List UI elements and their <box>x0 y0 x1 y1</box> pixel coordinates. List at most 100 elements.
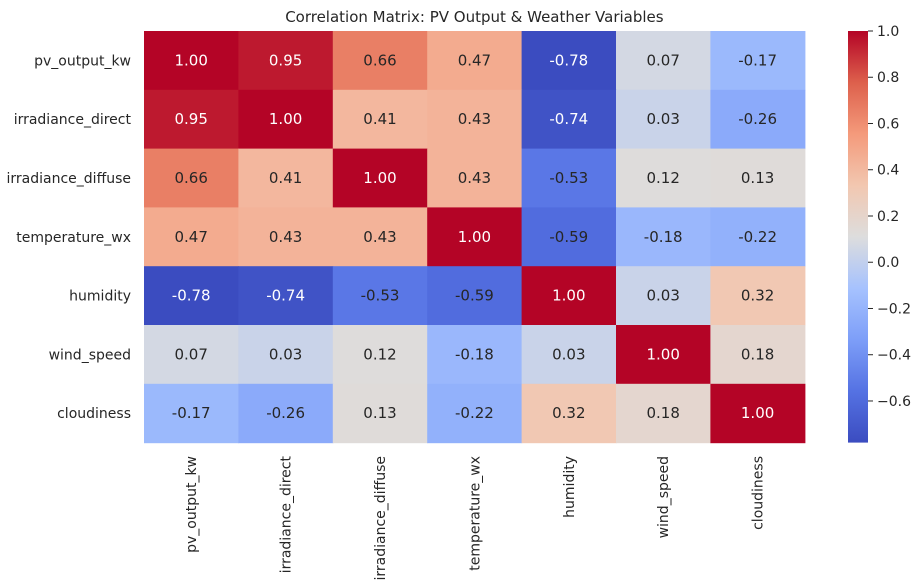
cell-value-label: 0.12 <box>363 345 396 363</box>
row-label: irradiance_direct <box>14 112 132 128</box>
heatmap-cell <box>427 207 523 267</box>
heatmap-cell <box>427 325 523 385</box>
cell-value-label: -0.26 <box>738 110 777 128</box>
cell-value-label: 0.95 <box>269 51 302 69</box>
colorbar-tick-label: 0.4 <box>877 163 899 179</box>
colorbar-tick-label: −0.2 <box>877 301 911 317</box>
heatmap-cell <box>144 266 239 326</box>
cell-value-label: -0.18 <box>644 228 683 246</box>
cell-value-label: 1.00 <box>363 169 396 187</box>
heatmap-cell <box>710 89 806 150</box>
cell-value-label: 0.07 <box>174 345 207 363</box>
heatmap-cell <box>710 207 806 267</box>
cell-value-label: -0.17 <box>738 51 777 69</box>
heatmap-cell <box>238 31 334 91</box>
cell-value-label: 0.47 <box>174 228 207 246</box>
column-labels: pv_output_kw irradiance_direct irradiance_… <box>184 456 766 581</box>
heatmap-cell <box>616 31 711 91</box>
heatmap-cell <box>710 31 806 91</box>
row-label: cloudiness <box>57 406 131 422</box>
heatmap-cell <box>332 266 428 326</box>
heatmap-cell <box>616 89 711 150</box>
heatmap-cell <box>332 89 428 150</box>
heatmap-cell <box>144 325 239 385</box>
cell-value-label: 1.00 <box>458 228 491 246</box>
heatmap-cell <box>144 148 239 208</box>
row-label: humidity <box>69 289 131 305</box>
cell-value-label: 0.03 <box>269 345 302 363</box>
heatmap-cell <box>616 207 711 267</box>
cell-value-label: 0.12 <box>646 169 679 187</box>
row-label: wind_speed <box>49 347 131 363</box>
cell-value-label: 0.13 <box>363 404 396 422</box>
colorbar <box>848 31 868 443</box>
cell-value-label: 0.43 <box>458 169 491 187</box>
cell-value-label: 1.00 <box>174 51 207 69</box>
cell-value-label: 0.07 <box>646 51 679 69</box>
heatmap-cell <box>521 207 617 267</box>
cell-value-label: 0.43 <box>363 228 396 246</box>
heatmap-cell <box>238 383 334 444</box>
column-label: cloudiness <box>751 456 767 530</box>
heatmap-cell <box>144 383 239 444</box>
cell-value-label: -0.53 <box>549 169 588 187</box>
cell-value-label: -0.74 <box>549 110 588 128</box>
column-label: irradiance_direct <box>279 456 295 574</box>
cell-value-label: 0.41 <box>363 110 396 128</box>
cell-value-label: 0.03 <box>646 287 679 305</box>
colorbar-tick-label: −0.6 <box>877 394 911 410</box>
cell-value-label: 0.43 <box>458 110 491 128</box>
cell-value-label: 1.00 <box>552 287 585 305</box>
heatmap-cell <box>332 148 428 208</box>
colorbar-tick-label: 0.0 <box>877 255 899 271</box>
cell-value-label: 0.03 <box>552 345 585 363</box>
heatmap-cell <box>238 148 334 208</box>
colorbar-tick-label: 0.2 <box>877 209 899 225</box>
cell-value-label: -0.22 <box>455 404 494 422</box>
cell-value-label: -0.17 <box>172 404 211 422</box>
heatmap-cell <box>144 31 239 91</box>
column-label: pv_output_kw <box>184 456 200 553</box>
heatmap-cells: 1.00 0.95 0.66 0.47 -0.78 0.07 -0.17 0.95 1.00 0.… <box>144 31 806 444</box>
heatmap-cell <box>238 325 334 385</box>
heatmap-cell <box>144 89 239 150</box>
heatmap-cell <box>332 207 428 267</box>
heatmap-cell <box>710 148 806 208</box>
heatmap-cell <box>427 89 523 150</box>
heatmap-cell <box>332 383 428 444</box>
heatmap-cell <box>427 31 523 91</box>
heatmap-cell <box>521 31 617 91</box>
column-label: irradiance_diffuse <box>373 456 389 580</box>
cell-value-label: -0.53 <box>361 287 400 305</box>
cell-value-label: 0.47 <box>458 51 491 69</box>
cell-value-label: 0.41 <box>269 169 302 187</box>
chart-title: Correlation Matrix: PV Output & Weather … <box>285 8 664 26</box>
cell-value-label: -0.18 <box>455 345 494 363</box>
cell-value-label: 0.43 <box>269 228 302 246</box>
row-label: temperature_wx <box>16 230 131 246</box>
column-label: humidity <box>562 456 578 518</box>
colorbar-tick-label: 0.8 <box>877 70 899 86</box>
heatmap-cell <box>238 266 334 326</box>
cell-value-label: 0.18 <box>741 345 774 363</box>
cell-value-label: -0.22 <box>738 228 777 246</box>
heatmap-cell <box>616 383 711 444</box>
colorbar-tick-label: 0.6 <box>877 116 899 132</box>
heatmap-cell <box>238 89 334 150</box>
cell-value-label: 1.00 <box>741 404 774 422</box>
heatmap-cell <box>144 207 239 267</box>
heatmap-cell <box>616 325 711 385</box>
cell-value-label: -0.59 <box>549 228 588 246</box>
cell-value-label: 0.66 <box>363 51 396 69</box>
cell-value-label: 1.00 <box>646 345 679 363</box>
cell-value-label: 0.18 <box>646 404 679 422</box>
colorbar-ticks: 1.0 0.8 0.6 0.4 0.2 0.0 −0.2 −0.4 −0.6 <box>868 24 911 410</box>
heatmap-cell <box>521 325 617 385</box>
heatmap-cell <box>521 266 617 326</box>
column-label: wind_speed <box>656 456 672 538</box>
cell-value-label: -0.26 <box>266 404 305 422</box>
heatmap-cell <box>710 325 806 385</box>
heatmap-cell <box>616 148 711 208</box>
heatmap-cell <box>616 266 711 326</box>
